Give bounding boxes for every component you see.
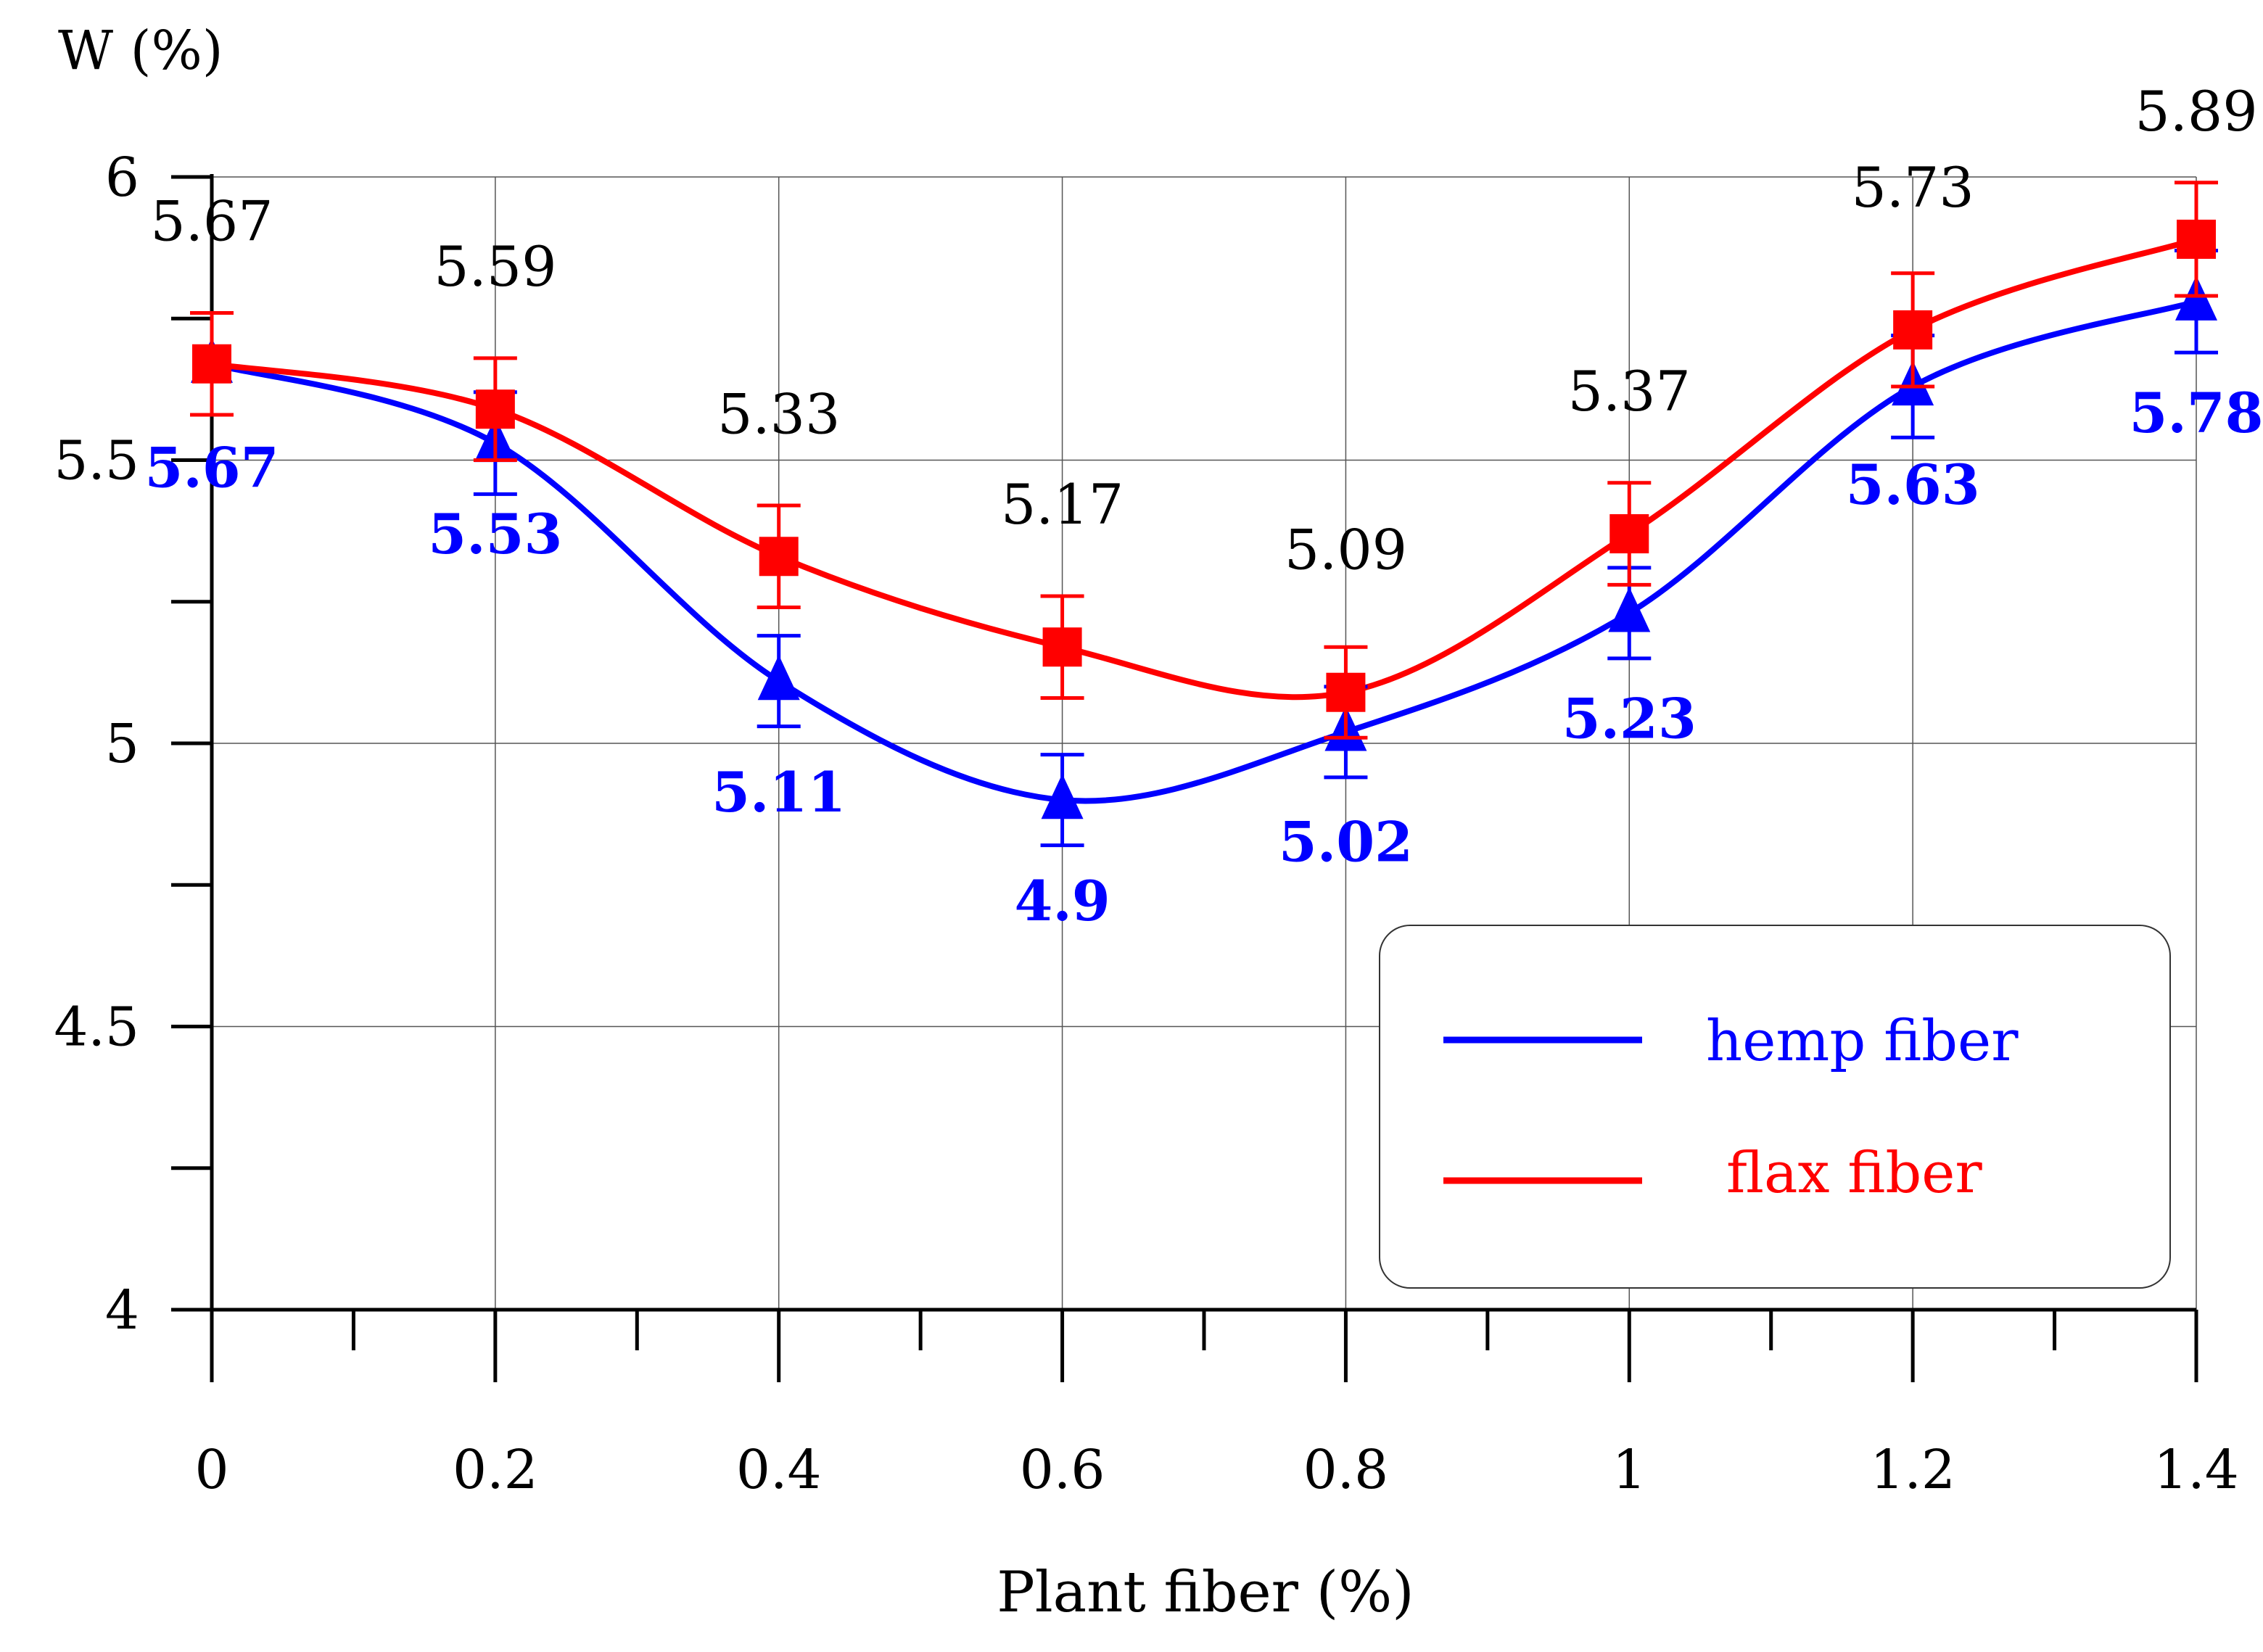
hemp-data-label: 5.63 [1846,453,1980,517]
hemp-data-label: 5.78 [2129,381,2263,445]
legend: hemp fiber flax fiber [1379,925,2171,1289]
x-tick-label: 0.6 [1020,1439,1105,1501]
flax-point [1893,310,1933,350]
y-tick-label: 5.5 [54,430,139,492]
hemp-data-label: 5.02 [1279,809,1413,874]
hemp-data-label: 5.53 [428,502,562,566]
hemp-data-label: 5.67 [144,436,279,500]
x-tick-label: 0 [194,1439,228,1501]
flax-point [1326,672,1366,712]
hemp-point [1608,587,1651,632]
flax-point [2177,219,2216,259]
markers [190,181,2218,848]
flax-data-label: 5.17 [1001,472,1124,537]
hemp-data-label: 5.11 [712,760,846,825]
hemp-fiber-curve [210,298,2198,804]
flax-data-label: 5.59 [434,234,556,299]
flax-data-label: 5.67 [150,189,273,254]
curves [210,236,2198,804]
y-tick-label: 4 [105,1279,139,1342]
flax-point [192,344,231,384]
flax-point [759,537,799,577]
hemp-point [2175,275,2217,321]
flax-fiber-curve [211,236,2198,701]
x-tick-label: 1 [1612,1439,1646,1501]
y-tick-label: 6 [105,146,139,209]
hemp-data-label: 5.23 [1562,686,1697,751]
flax-data-label: 5.37 [1568,359,1691,424]
flax-point [475,389,515,429]
y-tick-label: 5 [105,713,139,775]
x-axis-label: Plant fiber (%) [997,1560,1414,1625]
hemp-point [1041,774,1084,819]
y-axis-label: W (%) [58,20,223,82]
legend-hemp-label: hemp fiber [1706,1009,2019,1074]
flax-data-label: 5.33 [717,381,840,446]
flax-data-label: 5.89 [2135,79,2257,144]
hemp-point [757,655,800,701]
x-tick-label: 0.2 [453,1439,538,1501]
hemp-data-label: 4.9 [1014,869,1110,933]
legend-flax-label: flax fiber [1726,1141,1982,1206]
flax-point [1042,627,1082,667]
flax-point [1609,514,1649,554]
x-tick-label: 1.4 [2153,1439,2239,1501]
flax-data-label: 5.09 [1285,518,1407,582]
data-labels: 5.67 5.67 5.53 5.59 5.11 5.33 4.9 5.17 5.02 5.09 5… [144,79,2263,933]
x-tick-label: 0.4 [736,1439,822,1501]
flax-data-label: 5.73 [1852,155,1974,220]
x-tick-label: 1.2 [1870,1439,1955,1501]
y-tick-label: 4.5 [54,996,139,1059]
x-tick-label: 0.8 [1303,1439,1389,1501]
legend-box [1379,925,2171,1289]
